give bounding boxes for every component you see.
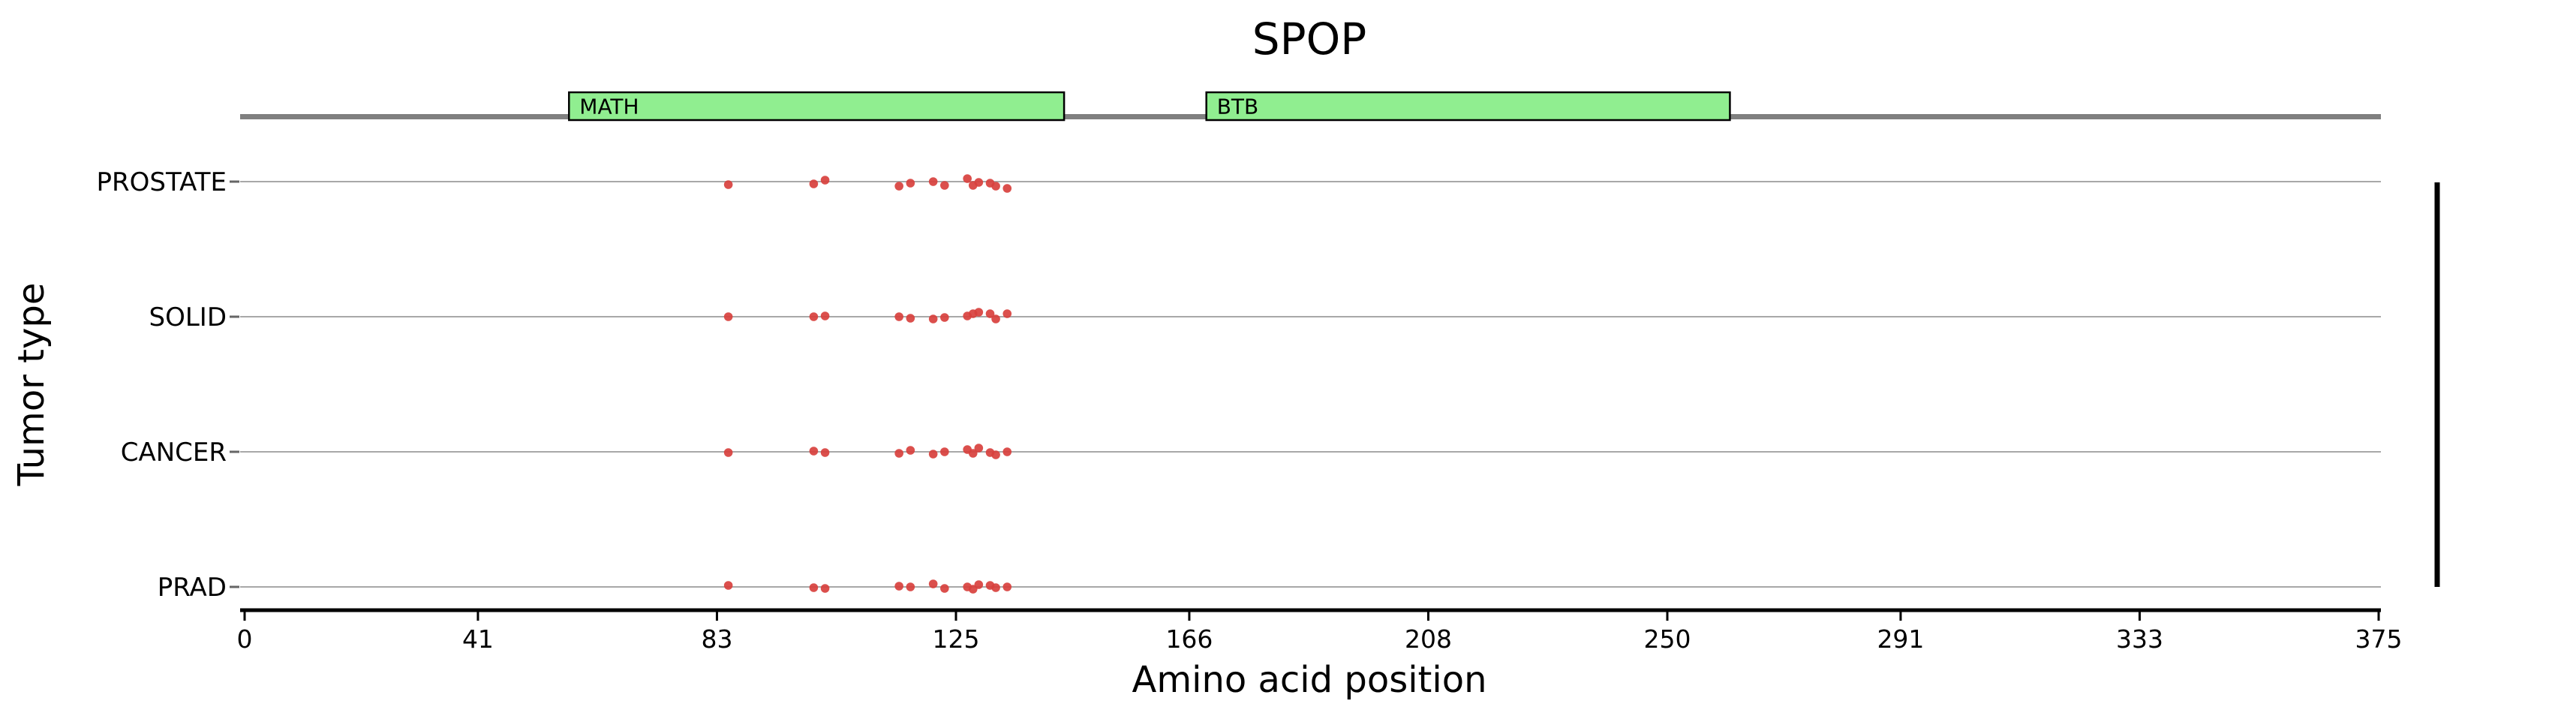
x-tick-label: 41 <box>462 624 494 654</box>
mutation-dot <box>906 446 915 455</box>
plot-title: SPOP <box>1252 14 1366 65</box>
mutation-dot <box>906 179 915 188</box>
mutation-dot <box>809 447 819 456</box>
x-ticks-layer: 0 41 83 125 166 208 250 291 333 375 <box>237 610 2403 654</box>
mutation-dot <box>894 312 903 321</box>
x-tick-label: 0 <box>237 624 253 654</box>
mutation-dot <box>991 583 1000 592</box>
mutation-dot <box>820 176 830 185</box>
domain-box-btb <box>1205 91 1731 122</box>
tumor-row-solid: SOLID <box>149 302 2381 332</box>
mutation-dot <box>928 579 938 588</box>
x-tick-label: 250 <box>1644 624 1691 654</box>
domain-label-math: MATH <box>579 95 639 119</box>
domains-layer: MATH BTB <box>568 91 1731 122</box>
mutation-dot <box>1002 309 1012 318</box>
x-tick-label: 83 <box>701 624 732 654</box>
x-tick-label: 291 <box>1877 624 1924 654</box>
mutation-dot <box>940 584 949 593</box>
mutation-dot <box>928 314 938 323</box>
mutation-dot <box>820 584 830 593</box>
mutation-dot <box>991 182 1000 191</box>
x-tick-label: 375 <box>2355 624 2403 654</box>
mutation-dot <box>974 444 984 453</box>
y-axis-label: Tumor type <box>11 283 53 487</box>
mutation-dot <box>940 447 949 456</box>
mutation-dot <box>991 314 1000 323</box>
mutation-dot <box>928 177 938 186</box>
mutation-dot <box>723 180 733 189</box>
mutation-dot <box>963 174 972 183</box>
x-tick-label: 166 <box>1165 624 1213 654</box>
row-label-cancer: CANCER <box>121 438 227 468</box>
mutation-dot <box>809 312 819 321</box>
domain-label-btb: BTB <box>1217 95 1259 119</box>
tumor-row-cancer: CANCER <box>121 438 2381 468</box>
x-axis-label: Amino acid position <box>1132 659 1487 701</box>
mutation-dot <box>968 449 978 458</box>
mutation-dot <box>723 581 733 590</box>
x-tick-label: 208 <box>1405 624 1452 654</box>
x-tick-label: 333 <box>2116 624 2163 654</box>
rows-layer: PROSTATE SOLID CANCER PRAD <box>97 167 2381 603</box>
mutation-dot <box>974 580 984 589</box>
mutation-dot <box>991 450 1000 459</box>
mutation-dot <box>1002 582 1012 591</box>
mutation-dot <box>974 308 984 317</box>
domain-box-math <box>568 91 1066 122</box>
mutation-dot <box>894 582 903 591</box>
mutation-dot <box>985 309 995 318</box>
x-tick-label: 125 <box>933 624 980 654</box>
row-label-prad: PRAD <box>158 573 227 603</box>
mutation-dot <box>928 450 938 459</box>
mutation-dot <box>894 182 903 191</box>
mutation-dot <box>974 178 984 187</box>
mutation-dot <box>1002 184 1012 193</box>
mutation-dot <box>894 449 903 458</box>
mutation-dot <box>906 582 915 591</box>
mutation-dot <box>820 311 830 320</box>
mutation-dot <box>723 448 733 457</box>
mutation-dot <box>809 583 819 592</box>
tumor-row-prostate: PROSTATE <box>97 167 2381 197</box>
mutation-dot <box>940 181 949 190</box>
gene-track: MATH BTB <box>240 91 2381 122</box>
mutation-dot <box>820 448 830 457</box>
mutation-dot <box>723 312 733 321</box>
tumor-row-prad: PRAD <box>158 573 2381 603</box>
row-label-prostate: PROSTATE <box>97 167 227 197</box>
row-label-solid: SOLID <box>149 302 227 332</box>
mutation-dot <box>940 313 949 322</box>
mutation-dot <box>906 314 915 323</box>
mutation-dot <box>1002 447 1012 456</box>
mutation-dot <box>809 179 819 188</box>
x-axis: 0 41 83 125 166 208 250 291 333 375 <box>237 608 2403 654</box>
